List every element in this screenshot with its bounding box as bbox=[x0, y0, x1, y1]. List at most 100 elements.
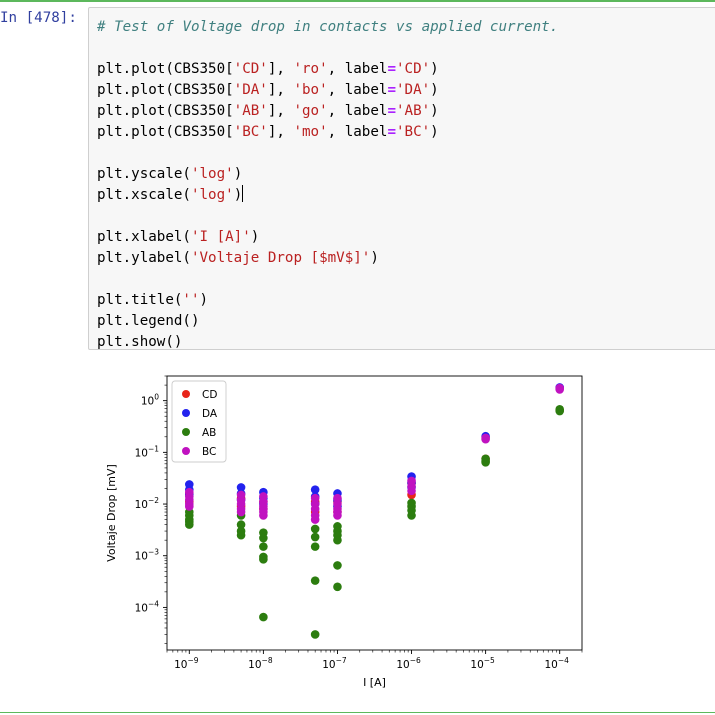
code-token: plt.title( bbox=[97, 292, 183, 308]
code-token: ], bbox=[267, 82, 294, 98]
code-token: plt.plot(CBS350[ bbox=[97, 61, 234, 77]
legend-marker bbox=[182, 390, 190, 398]
cell-bottom-border bbox=[0, 712, 715, 713]
y-tick-base: 10 bbox=[135, 551, 148, 563]
code-token: 'log' bbox=[190, 187, 234, 203]
x-axis-label: I [A] bbox=[363, 676, 386, 689]
code-line[interactable] bbox=[97, 38, 558, 59]
code-line[interactable]: plt.show() bbox=[97, 332, 558, 353]
x-tick-base: 10 bbox=[544, 659, 557, 671]
code-line[interactable]: plt.plot(CBS350['CD'], 'ro', label='CD') bbox=[97, 59, 558, 80]
data-point bbox=[333, 535, 342, 545]
legend-marker bbox=[182, 447, 190, 455]
code-line[interactable]: plt.yscale('log') bbox=[97, 164, 558, 185]
legend-label: DA bbox=[202, 408, 218, 420]
code-token: = bbox=[387, 103, 396, 119]
y-tick-base: 10 bbox=[135, 602, 148, 614]
x-tick-label: 10−5 bbox=[470, 656, 495, 671]
code-editor[interactable]: # Test of Voltage drop in contacts vs ap… bbox=[88, 7, 715, 350]
code-token: , label bbox=[327, 61, 388, 77]
code-token: ) bbox=[199, 292, 209, 308]
data-point bbox=[310, 542, 320, 551]
x-tick-base: 10 bbox=[470, 659, 483, 671]
data-point bbox=[310, 515, 320, 524]
y-tick-base: 10 bbox=[135, 499, 148, 511]
code-line[interactable] bbox=[97, 269, 558, 290]
input-prompt: In [478]: bbox=[0, 10, 77, 26]
code-token: plt.xscale( bbox=[97, 187, 191, 203]
code-line[interactable]: plt.title('') bbox=[97, 290, 558, 311]
code-line[interactable]: plt.legend() bbox=[97, 311, 558, 332]
code-token: 'go' bbox=[293, 103, 328, 119]
data-point bbox=[310, 576, 320, 585]
data-point bbox=[259, 612, 268, 622]
x-tick-exponent: −4 bbox=[558, 656, 569, 665]
x-tick-exponent: −8 bbox=[262, 656, 273, 665]
x-tick-exponent: −9 bbox=[187, 656, 198, 665]
data-point bbox=[333, 582, 342, 592]
code-token: 'bo' bbox=[293, 82, 328, 98]
code-token: '' bbox=[182, 292, 200, 308]
y-tick-label: 10−1 bbox=[135, 444, 160, 459]
code-token: 'CD' bbox=[233, 61, 268, 77]
legend-marker bbox=[182, 428, 190, 436]
code-token: ) bbox=[430, 124, 439, 140]
legend-label: AB bbox=[202, 427, 216, 439]
code-token: 'log' bbox=[190, 166, 234, 182]
x-tick-label: 10−6 bbox=[396, 656, 421, 671]
legend-box bbox=[171, 380, 227, 463]
y-tick-label: 10−2 bbox=[135, 496, 160, 511]
legend-marker bbox=[182, 409, 190, 417]
code-token: 'CD' bbox=[395, 61, 431, 77]
code-token: ) bbox=[430, 61, 439, 77]
code-token: ], bbox=[267, 61, 294, 77]
code-token: plt.legend() bbox=[97, 313, 200, 329]
code-line[interactable] bbox=[97, 143, 558, 164]
x-tick-label: 10−9 bbox=[174, 656, 199, 671]
code-line[interactable]: plt.ylabel('Voltaje Drop [$mV$]') bbox=[97, 248, 558, 269]
y-axis-label: Voltaje Drop [mV] bbox=[105, 464, 118, 562]
data-point bbox=[333, 511, 342, 520]
x-tick-base: 10 bbox=[322, 659, 335, 671]
code-token: plt.plot(CBS350[ bbox=[97, 103, 234, 119]
x-tick-base: 10 bbox=[248, 659, 261, 671]
data-point bbox=[185, 502, 194, 511]
cell-selected-border bbox=[0, 0, 715, 2]
legend: CD DA AB BC bbox=[171, 380, 227, 463]
y-tick-exponent: −3 bbox=[148, 548, 159, 557]
y-tick-base: 10 bbox=[135, 447, 148, 459]
code-line[interactable]: plt.plot(CBS350['BC'], 'mo', label='BC') bbox=[97, 122, 558, 143]
code-line[interactable]: plt.plot(CBS350['AB'], 'go', label='AB') bbox=[97, 101, 558, 122]
code-token: 'AB' bbox=[233, 103, 268, 119]
data-point bbox=[310, 493, 320, 503]
x-tick-base: 10 bbox=[396, 659, 409, 671]
code-line[interactable]: plt.xscale('log') bbox=[97, 185, 558, 206]
code-token: # Test of Voltage drop in contacts vs ap… bbox=[97, 19, 559, 35]
code-line[interactable] bbox=[97, 206, 558, 227]
code-token: 'AB' bbox=[395, 103, 431, 119]
y-tick-exponent: −1 bbox=[148, 444, 159, 453]
data-point bbox=[481, 433, 490, 443]
code-line[interactable]: # Test of Voltage drop in contacts vs ap… bbox=[97, 17, 558, 38]
data-point bbox=[259, 542, 268, 551]
code-token: plt.ylabel( bbox=[97, 250, 191, 266]
code-token: 'ro' bbox=[293, 61, 328, 77]
code-token: ) bbox=[233, 187, 243, 203]
code-token: 'BC' bbox=[233, 124, 268, 140]
code-token: plt.plot(CBS350[ bbox=[97, 124, 234, 140]
code-line[interactable]: plt.plot(CBS350['DA'], 'bo', label='DA') bbox=[97, 80, 558, 101]
data-point bbox=[259, 511, 268, 520]
data-point bbox=[236, 520, 246, 529]
x-tick-base: 10 bbox=[174, 659, 187, 671]
code-line[interactable]: plt.xlabel('I [A]') bbox=[97, 227, 558, 248]
series-ab bbox=[185, 405, 564, 639]
y-tick-label: 10−3 bbox=[135, 548, 160, 563]
code-token: ) bbox=[370, 250, 379, 266]
code-text[interactable]: # Test of Voltage drop in contacts vs ap… bbox=[97, 17, 558, 353]
code-token: = bbox=[387, 61, 396, 77]
data-point bbox=[236, 507, 246, 517]
code-token: = bbox=[387, 82, 396, 98]
series-bc bbox=[185, 383, 564, 524]
data-point bbox=[481, 458, 490, 467]
